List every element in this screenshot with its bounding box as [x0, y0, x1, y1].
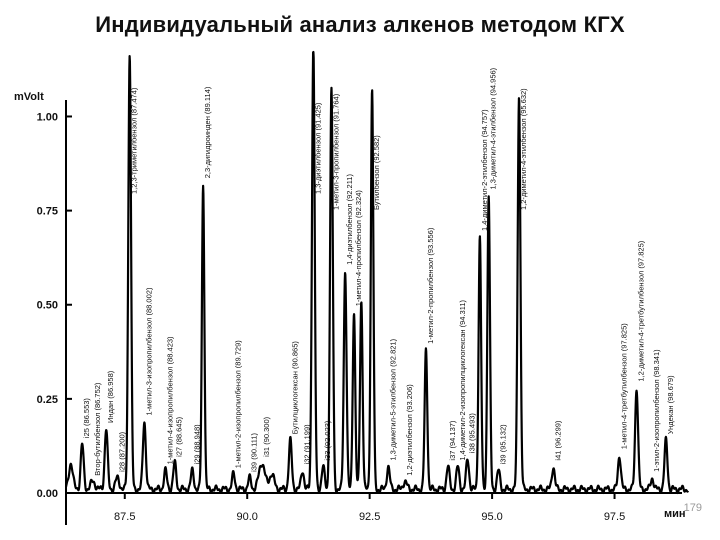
peak-label-32: i39 (95.132) [499, 424, 508, 465]
x-tick-label: 97.5 [604, 511, 625, 523]
peak-label-13: i31 (90.300) [262, 416, 271, 457]
peak-label-35: 1-метил-4-третбутилбензол (97.825) [619, 323, 628, 450]
peak-label-38: Ундекан (98.679) [666, 375, 675, 434]
peak-label-26: 1-метил-2-пропилбензол (93.556) [426, 227, 435, 344]
x-axis-unit: мин [664, 508, 686, 520]
peak-label-33: 1,2-диметил-4-этилбензол (95.632) [519, 88, 528, 210]
axes: 0.00 0.25 0.50 0.75 1.00 87.5 90.0 92.5 95.0 97.5… [14, 91, 686, 525]
peak-label-37: 1-этил-2-изопропилбензол (98.341) [652, 349, 661, 472]
y-tick-label: 0.25 [37, 394, 58, 406]
y-tick-label: 0.50 [37, 300, 58, 312]
peak-label-15: Бутилциклогексан (90.865) [290, 341, 299, 435]
x-tick-label: 90.0 [237, 511, 258, 523]
y-tick-label: 0.75 [37, 206, 58, 218]
peak-label-17: 1,3-диэтилбензол (91.425) [313, 102, 322, 194]
x-tick-label: 87.5 [114, 511, 135, 523]
peak-labels: i25 (86.553) Втор-бутилбензол (86.752) Инд… [82, 67, 675, 475]
peak-label-27: i37 (94.137) [448, 420, 457, 461]
peak-label-2: Втор-бутилбензол (86.752) [93, 382, 102, 476]
peak-label-25: 1,2-диэтилбензол (93.206) [405, 384, 414, 476]
slide-title: Индивидуальный анализ алкенов методом КГ… [95, 12, 625, 37]
y-tick-label: 0.00 [37, 488, 58, 500]
peak-label-11: 1-метил-2-изопропилбензол (89.729) [234, 340, 243, 468]
y-axis-unit: mVolt [14, 91, 44, 103]
peak-label-28: 1,4-диметил-2-изопропилциклогексан (94.3… [458, 300, 467, 461]
peak-label-36: 1,2-диметил-4-третбутилбензол (97.825) [637, 240, 646, 381]
peak-label-9: i29 (88.948) [192, 424, 201, 465]
peak-label-5: 1,2,3-триметилбензол (87.474) [130, 87, 139, 194]
peak-label-34: i41 (96.299) [553, 420, 562, 461]
peak-label-19: 1-метил-3-пропилбензол (91.764) [332, 93, 341, 210]
peak-label-12: i39 (90.111) [250, 432, 259, 471]
peak-label-1: i25 (86.553) [82, 398, 91, 439]
peak-label-10: 2,3-дигидроинден (89.114) [203, 86, 212, 178]
peak-label-20: 1,4-диэтилбензол (92.211) [345, 174, 354, 265]
peak-label-4: i28 (87.200) [117, 431, 126, 472]
peak-label-29: i38 (95.493) [468, 413, 477, 454]
x-tick-label: 95.0 [481, 511, 502, 523]
peak-label-3: Индан (86.958) [106, 370, 115, 423]
peak-label-31: 1,3-диметил-4-этилбензол (94.956) [489, 67, 498, 189]
peak-label-23: Бутилбензол (92.582) [372, 135, 381, 210]
y-tick-label: 1.00 [37, 111, 58, 123]
peak-label-24: 1,3-диметил-5-этилбензол (92.821) [388, 338, 397, 460]
peak-label-16: i32 (91.199) [303, 424, 312, 465]
peak-label-30: 1,4-диметил-2-этилбензол (94.757) [480, 109, 489, 231]
peak-label-8: i27 (88.645) [175, 416, 184, 457]
x-tick-label: 92.5 [359, 511, 380, 523]
peak-label-7: 1-метил-4-изопропилбензол (88.423) [165, 336, 174, 464]
peak-label-6: 1-метил-3-изопропилбензол (88.002) [144, 287, 153, 415]
peak-label-21: 1-метил-4-пропилбензол (92.324) [354, 190, 363, 307]
slide-number: 179 [683, 502, 702, 514]
chromatogram-trace [64, 50, 690, 495]
